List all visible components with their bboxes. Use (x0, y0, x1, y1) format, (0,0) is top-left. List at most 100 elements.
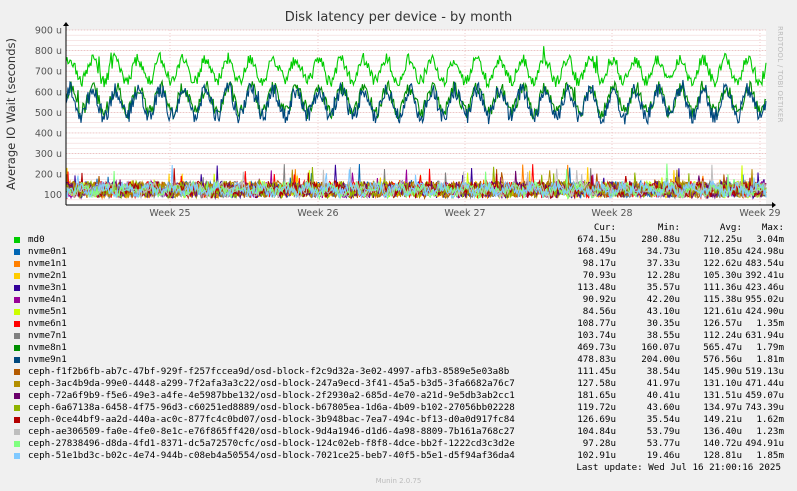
legend-avg: 131.10u (703, 378, 742, 389)
legend-item: nvme6n1 108.77u 30.35u 126.57u 1.35m (14, 318, 786, 330)
legend-max: 424.90u (745, 306, 784, 317)
y-tick-label: 300 u (35, 149, 62, 160)
series-line (65, 79, 767, 126)
x-tick-label: Week 26 (297, 208, 338, 219)
legend-cur: 102.91u (577, 450, 616, 461)
legend-min: 204.00u (641, 354, 680, 365)
legend-cur: 90.92u (582, 294, 616, 305)
legend-cur: 84.56u (582, 306, 616, 317)
chart-title: Disk latency per device - by month (284, 10, 513, 25)
legend-series-name: ceph-72a6f9b9-f5e6-49e3-a4fe-4e5987bbe13… (28, 390, 515, 401)
legend-avg: 112.24u (703, 330, 742, 341)
legend-item: nvme8n1 469.73u 160.07u 565.47u 1.79m (14, 342, 786, 354)
legend-min: 53.79u (646, 426, 680, 437)
legend-header-min: Min: (657, 222, 680, 233)
y-tick-label: 400 u (35, 128, 62, 139)
x-tick-label: Week 29 (739, 208, 780, 219)
legend-cur: 103.74u (577, 330, 616, 341)
legend-swatch (14, 297, 20, 303)
legend-series-name: nvme9n1 (28, 354, 67, 365)
legend-avg: 110.85u (703, 246, 742, 257)
series-line (65, 168, 767, 200)
legend-min: 160.07u (641, 342, 680, 353)
legend-item: nvme0n1 168.49u 34.73u 110.85u 424.98u (14, 246, 786, 258)
legend-max: 483.54u (745, 258, 784, 269)
legend-series-name: ceph-ae306509-fa0e-4fe0-8e1c-e76f865ff42… (28, 426, 515, 437)
legend-swatch (14, 393, 20, 399)
legend-min: 53.77u (646, 438, 680, 449)
legend-cur: 126.69u (577, 414, 616, 425)
legend-max: 1.35m (756, 318, 784, 329)
x-tick-label: Week 27 (444, 208, 485, 219)
legend-min: 38.55u (646, 330, 680, 341)
legend-series-name: nvme0n1 (28, 246, 67, 257)
legend-max: 1.79m (756, 342, 784, 353)
munin-footer: Munin 2.0.75 (375, 477, 422, 485)
legend-series-name: ceph-f1f2b6fb-ab7c-47bf-929f-f257fccea9d… (28, 366, 510, 377)
legend-series-name: nvme5n1 (28, 306, 67, 317)
legend-item: nvme4n1 90.92u 42.20u 115.38u 955.02u (14, 294, 786, 306)
y-axis-label: Average IO Wait (seconds) (4, 38, 18, 190)
legend-series-name: nvme3n1 (28, 282, 67, 293)
legend-series-name: ceph-0ce44bf9-aa2d-440a-ac0c-877fc4c0bd0… (28, 414, 515, 425)
legend-cur: 478.83u (577, 354, 616, 365)
y-tick-label: 900 u (35, 26, 62, 37)
legend-min: 12.28u (646, 270, 680, 281)
legend-avg: 105.30u (703, 270, 742, 281)
legend-max: 494.91u (745, 438, 784, 449)
legend-series-name: nvme2n1 (28, 270, 67, 281)
legend-min: 30.35u (646, 318, 680, 329)
legend-series-name: ceph-51e1bd3c-b02c-4e74-944b-c08eb4a5055… (28, 450, 515, 461)
legend-series-name: ceph-27838496-d8da-4fd1-8371-dc5a72570cf… (28, 438, 515, 449)
legend-max: 631.94u (745, 330, 784, 341)
series-line (65, 163, 767, 201)
legend-cur: 469.73u (577, 342, 616, 353)
legend-swatch (14, 357, 20, 363)
legend-max: 459.07u (745, 390, 784, 401)
legend-item: ceph-0ce44bf9-aa2d-440a-ac0c-877fc4c0bd0… (14, 414, 786, 426)
legend-header: Cur: Min: Avg: Max: (14, 222, 786, 234)
legend-item: ceph-ae306509-fa0e-4fe0-8e1c-e76f865ff42… (14, 426, 786, 438)
legend-cur: 168.49u (577, 246, 616, 257)
x-tick-label: Week 25 (149, 208, 190, 219)
legend-max: 955.02u (745, 294, 784, 305)
legend-swatch (14, 321, 20, 327)
legend-avg: 149.21u (703, 414, 742, 425)
legend-min: 280.88u (641, 234, 680, 245)
legend-min: 38.54u (646, 366, 680, 377)
x-tick-label: Week 28 (591, 208, 632, 219)
legend-item: nvme5n1 84.56u 43.10u 121.61u 424.90u (14, 306, 786, 318)
legend-series-name: ceph-6a67138a-6458-4f75-96d3-c60251ed888… (28, 402, 515, 413)
legend-swatch (14, 261, 20, 267)
legend-max: 392.41u (745, 270, 784, 281)
legend-swatch (14, 333, 20, 339)
legend-min: 43.60u (646, 402, 680, 413)
legend-item: ceph-72a6f9b9-f5e6-49e3-a4fe-4e5987bbe13… (14, 390, 786, 402)
legend-item: nvme2n1 70.93u 12.28u 105.30u 392.41u (14, 270, 786, 282)
legend-series-name: nvme4n1 (28, 294, 67, 305)
legend-swatch (14, 417, 20, 423)
legend-min: 19.46u (646, 450, 680, 461)
legend-series-name: nvme1n1 (28, 258, 67, 269)
legend-max: 471.44u (745, 378, 784, 389)
legend: Cur: Min: Avg: Max: md0 674.15u 280.88u 712… (14, 222, 786, 462)
legend-series-name: ceph-3ac4b9da-99e0-4448-a299-7f2afa3a3c2… (28, 378, 515, 389)
legend-swatch (14, 441, 20, 447)
legend-cur: 98.17u (582, 258, 616, 269)
legend-avg: 134.97u (703, 402, 742, 413)
legend-cur: 181.65u (577, 390, 616, 401)
legend-min: 35.57u (646, 282, 680, 293)
legend-swatch (14, 453, 20, 459)
legend-swatch (14, 369, 20, 375)
legend-cur: 108.77u (577, 318, 616, 329)
legend-item: md0 674.15u 280.88u 712.25u 3.04m (14, 234, 786, 246)
y-tick-label: 800 u (35, 46, 62, 57)
legend-rows: md0 674.15u 280.88u 712.25u 3.04m nvme0n1 168.… (14, 234, 786, 462)
x-axis-arrow (772, 202, 776, 208)
legend-min: 35.54u (646, 414, 680, 425)
legend-item: ceph-6a67138a-6458-4f75-96d3-c60251ed888… (14, 402, 786, 414)
legend-header-max: Max: (761, 222, 784, 233)
legend-max: 519.13u (745, 366, 784, 377)
legend-swatch (14, 249, 20, 255)
y-tick-label: 600 u (35, 87, 62, 98)
